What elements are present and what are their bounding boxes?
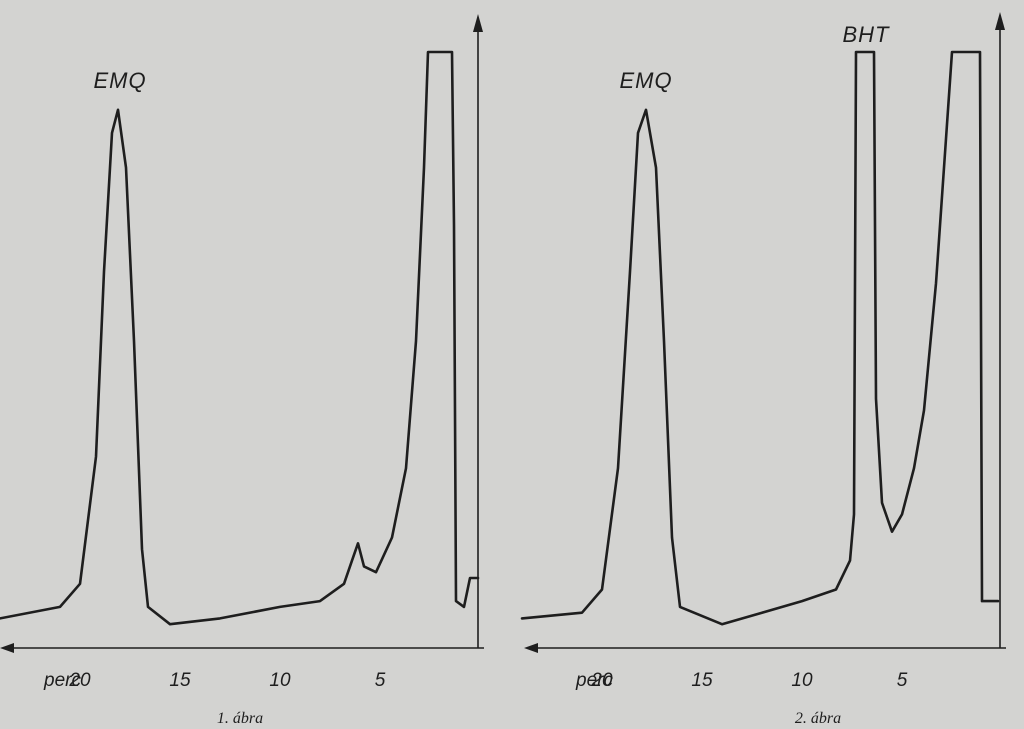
trace-1 [0, 50, 480, 626]
figure-caption-1: 1. ábra [217, 710, 263, 727]
x-tick-label: 5 [897, 670, 908, 691]
x-axis-arrow-1 [0, 643, 14, 653]
chromatogram-2: 20 15 10 5 perc EMQ BHT 2. ábra [520, 12, 1006, 727]
x-unit-label-2: perc [575, 670, 613, 691]
x-tick-label: 20 [68, 670, 91, 691]
x-tick-label: 15 [691, 670, 713, 691]
trace-2 [520, 50, 1000, 626]
figure-caption-2: 2. ábra [795, 710, 841, 727]
x-tick-labels-1: 20 15 10 5 [68, 670, 385, 691]
peak-labels-2: EMQ BHT [619, 22, 891, 93]
x-axis-arrow-2 [524, 643, 538, 653]
x-tick-label: 5 [375, 670, 386, 691]
x-tick-label: 20 [590, 670, 613, 691]
y-axis-arrow-2 [995, 12, 1005, 30]
x-tick-label: 10 [269, 670, 291, 691]
peak-label-emq: EMQ [619, 68, 672, 93]
peak-label-bht: BHT [843, 22, 891, 47]
peak-label-emq: EMQ [93, 68, 146, 93]
y-axis-arrow-1 [473, 14, 483, 32]
peak-labels-1: EMQ [93, 68, 146, 93]
chromatogram-1: 20 15 10 5 perc EMQ 1. ábra [0, 14, 484, 727]
x-tick-label: 10 [791, 670, 813, 691]
x-tick-labels-2: 20 15 10 5 [590, 670, 907, 691]
x-unit-label-1: perc [43, 670, 81, 691]
x-tick-label: 15 [169, 670, 191, 691]
